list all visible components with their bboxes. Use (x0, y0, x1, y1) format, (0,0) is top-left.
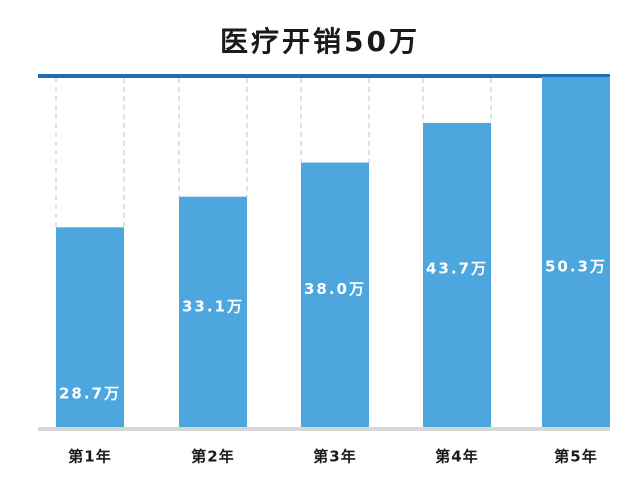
category-label: 第5年 (554, 448, 597, 466)
category-label: 第4年 (435, 448, 478, 466)
bar-5 (542, 77, 610, 427)
bar-value-label: 50.3万 (545, 258, 607, 276)
bar-1 (56, 227, 124, 427)
bar-value-label: 43.7万 (426, 259, 488, 277)
bar-3 (301, 162, 369, 427)
bar-value-label: 33.1万 (182, 298, 244, 316)
bar-4 (423, 122, 491, 428)
category-label: 第2年 (191, 448, 234, 466)
top-rule (38, 74, 610, 78)
category-label: 第3年 (313, 448, 356, 466)
bar-value-label: 38.0万 (304, 280, 366, 298)
bar-value-label: 28.7万 (59, 385, 121, 403)
category-label: 第1年 (68, 448, 111, 466)
bar-2 (179, 196, 247, 427)
baseline (38, 427, 610, 431)
chart-title: 医疗开销50万 (220, 25, 420, 58)
